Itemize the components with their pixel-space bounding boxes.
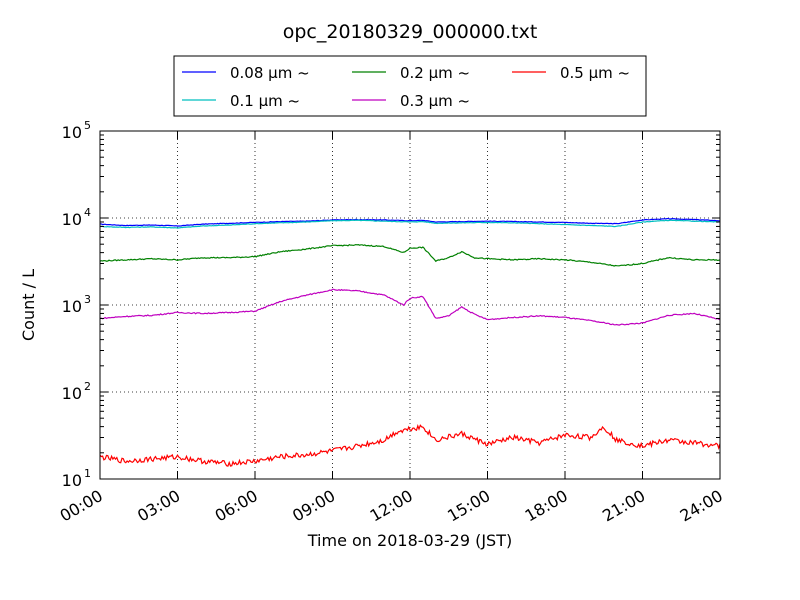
series-line (99, 243, 721, 267)
legend-label: 0.08 μm ~ (230, 64, 310, 82)
x-tick-label: 21:00 (599, 486, 648, 526)
x-tick-label: 00:00 (57, 486, 106, 526)
legend: 0.08 μm ~ 0.1 μm ~ 0.2 μm ~ 0.3 μm ~ 0.5 μm … (173, 55, 647, 117)
plot-series (99, 217, 721, 467)
y-axis-label: Count / L (19, 269, 38, 341)
y-tick-label: 10 (62, 297, 82, 316)
y-tick-label: 10 (62, 471, 82, 490)
series-line (99, 288, 721, 326)
x-tick-label: 12:00 (367, 486, 416, 526)
y-tick-label-exponent: 5 (84, 119, 91, 132)
legend-label: 0.2 μm ~ (400, 64, 470, 82)
x-axis-label: Time on 2018-03-29 (JST) (307, 531, 512, 550)
x-tick-label: 24:00 (677, 486, 726, 526)
y-tick-label: 10 (62, 384, 82, 403)
x-tick-label: 09:00 (289, 486, 338, 526)
series-line (99, 424, 721, 467)
grid (100, 131, 720, 479)
x-axis-ticks: 00:00 03:00 06:00 09:00 12:00 15:00 18:00 21:00… (57, 131, 726, 526)
x-tick-label: 18:00 (522, 486, 571, 526)
y-tick-label-exponent: 4 (84, 206, 91, 219)
legend-box (173, 55, 647, 117)
x-tick-label: 15:00 (444, 486, 493, 526)
x-tick-label: 03:00 (134, 486, 183, 526)
y-tick-label: 10 (62, 210, 82, 229)
series-line (99, 219, 721, 229)
legend-label: 0.3 μm ~ (400, 92, 470, 110)
x-tick-label: 06:00 (212, 486, 261, 526)
legend-label: 0.1 μm ~ (230, 92, 300, 110)
y-tick-label-exponent: 3 (84, 293, 91, 306)
y-tick-label-exponent: 2 (84, 380, 91, 393)
chart-title: opc_20180329_000000.txt (283, 21, 538, 43)
series-line (99, 217, 721, 227)
y-tick-label-exponent: 1 (84, 467, 91, 480)
legend-label: 0.5 μm ~ (560, 64, 630, 82)
y-tick-label: 10 (62, 123, 82, 142)
